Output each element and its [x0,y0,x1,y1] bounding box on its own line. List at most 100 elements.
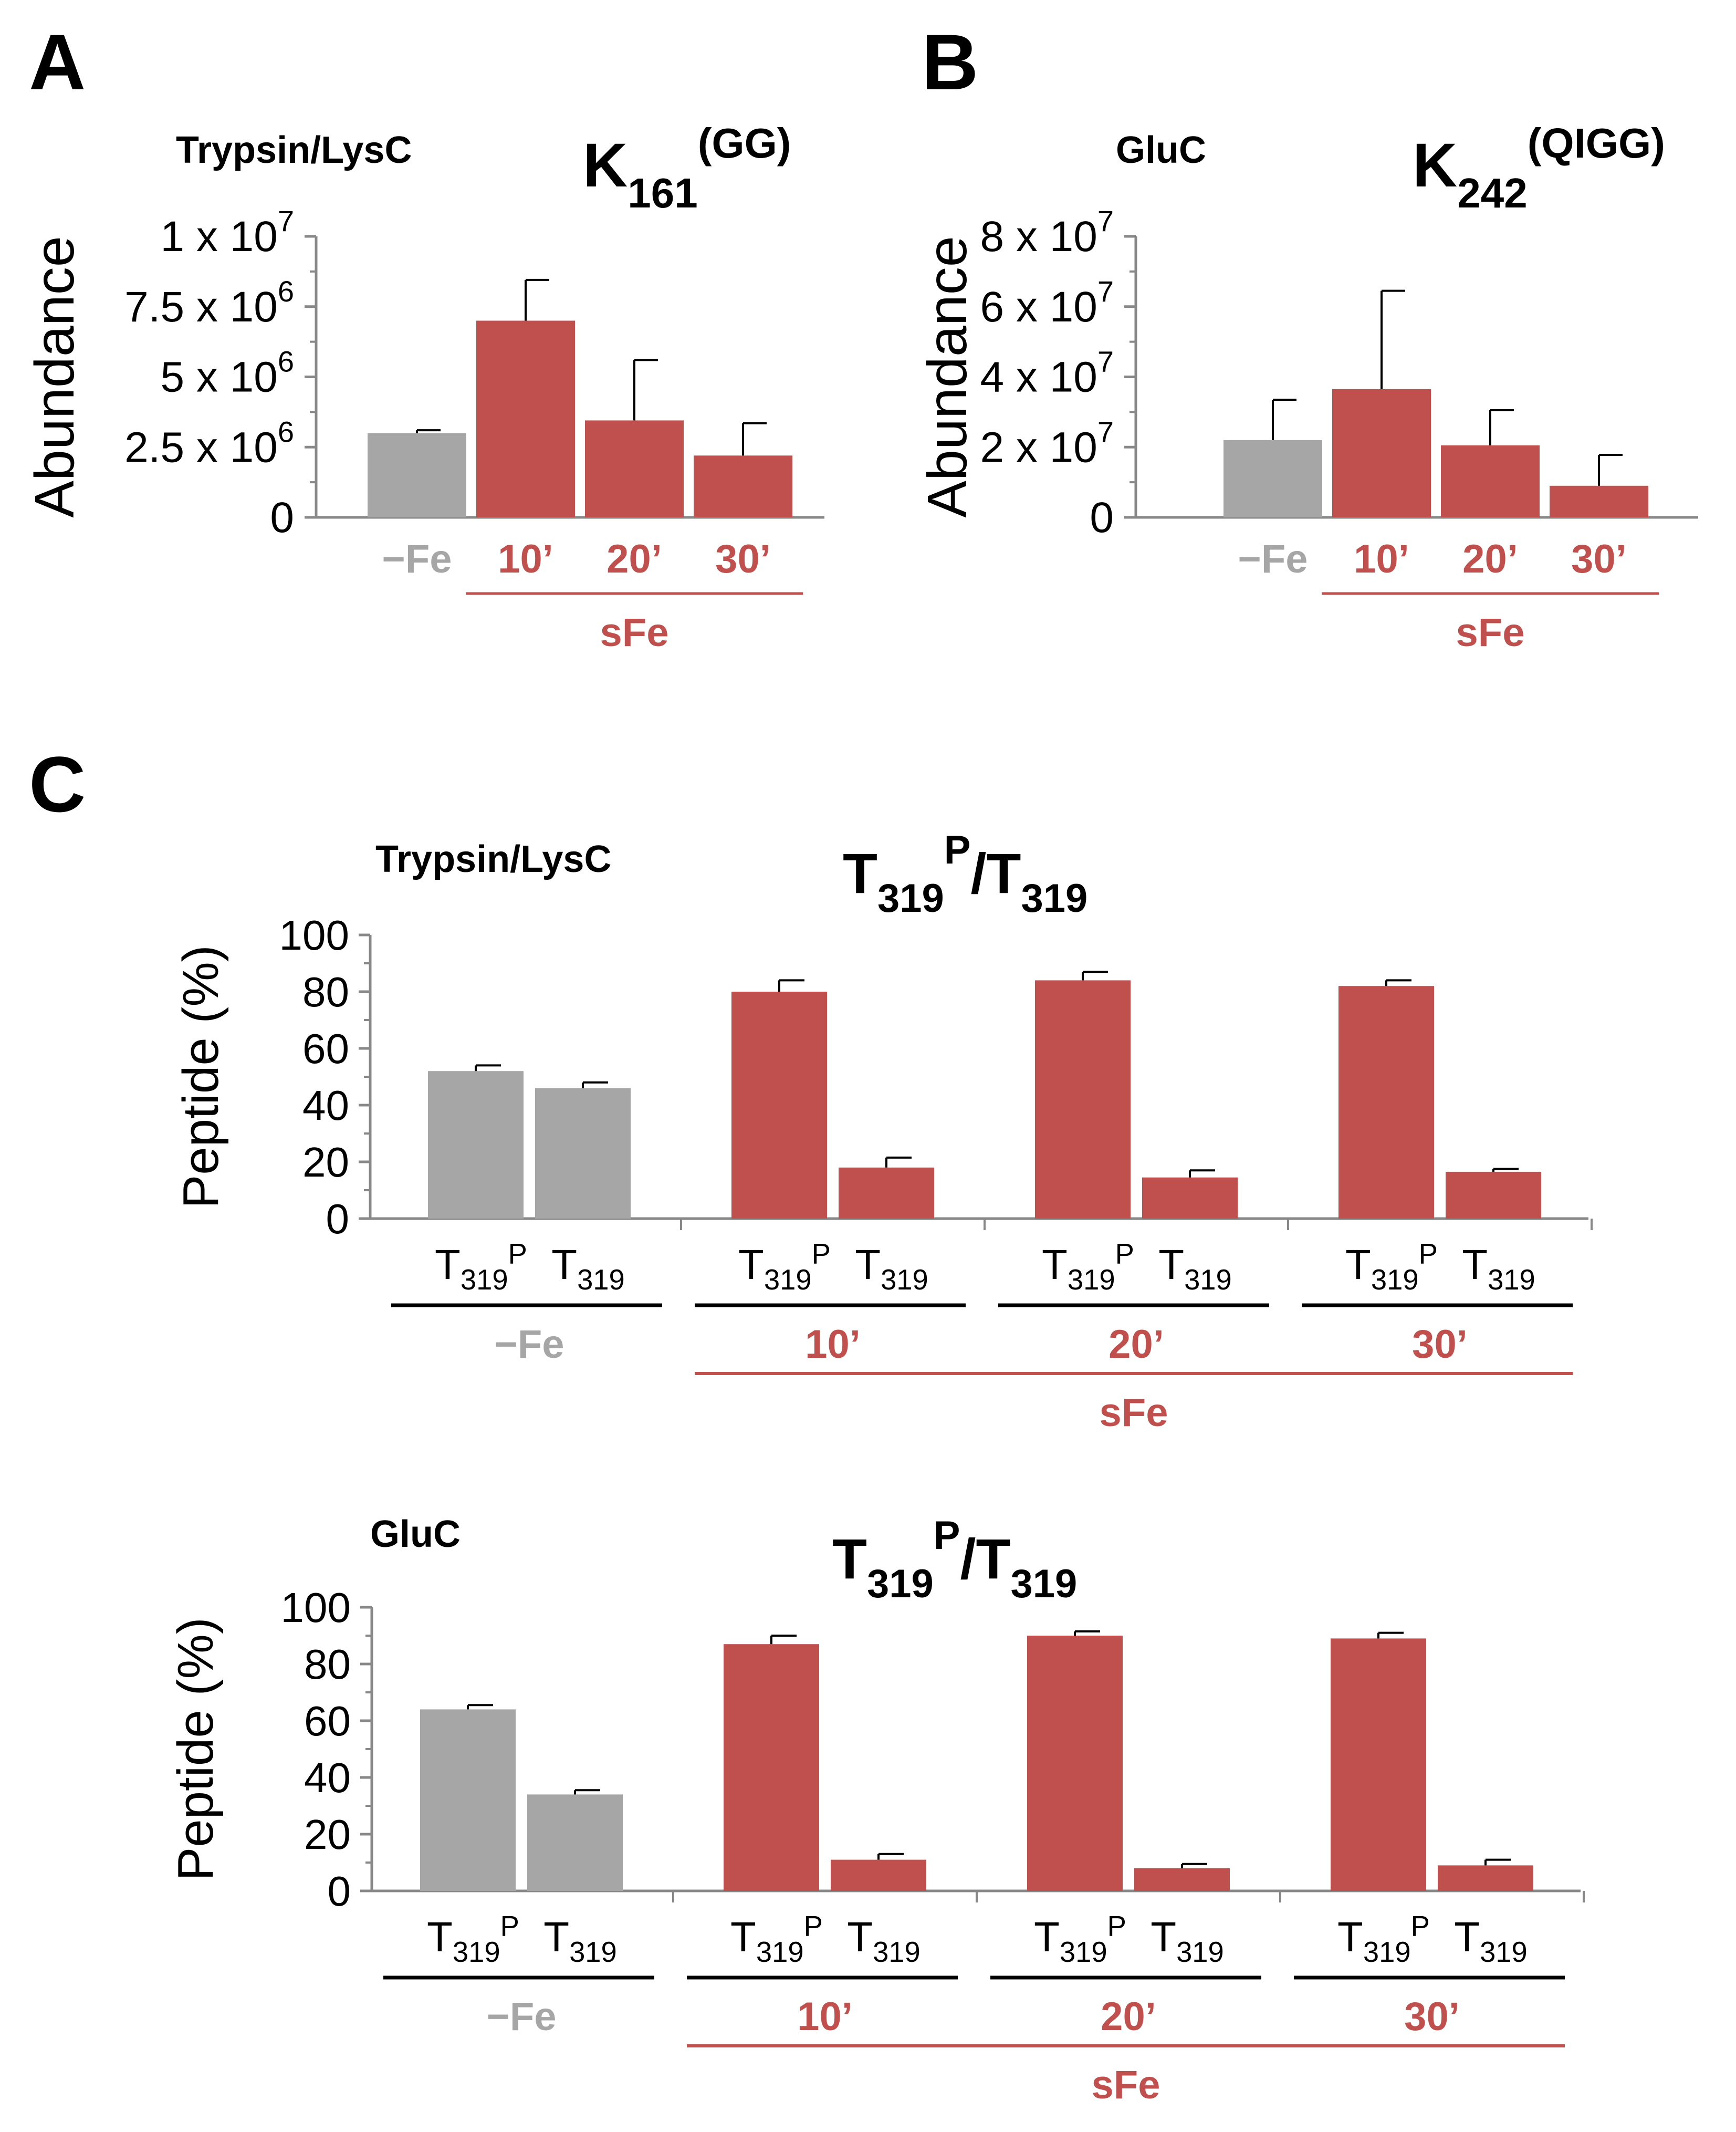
x-label-t319-0-sub: 319 [569,1936,617,1968]
chart-title-sup: (GG) [698,120,791,167]
x-label-t319p-3-t: T [1345,1241,1371,1288]
x-label-t319p-0: T319P [435,1237,527,1296]
y-tick-base: 2.5 x 10 [124,423,278,471]
chart-title-sub: 319 [877,876,944,921]
bar-t319p-3 [1331,1638,1426,1891]
x-label-t319p-2: T319P [1034,1910,1126,1968]
x-label-t319p-3-sub: 319 [1371,1264,1419,1296]
bar-1 [476,320,575,517]
y-tick-exp: 7 [1097,275,1114,308]
x-label-t319-2-sub: 319 [1184,1264,1232,1296]
bar-1 [1332,389,1431,517]
x-label-t319-3-t: T [1462,1241,1488,1288]
x-label-t319p-1: T319P [730,1910,823,1968]
condition-label-3: 30’ [1412,1322,1468,1367]
sfe-group-label: sFe [1100,1390,1168,1435]
enzyme-label: Trypsin/LysC [375,838,611,880]
x-label-t319p-2-sup: P [1115,1237,1134,1270]
x-label-t319p-0-sub: 319 [453,1936,500,1968]
bar-t319-1 [839,1167,934,1219]
bar-t319-2 [1142,1177,1238,1219]
y-tick-label: 40 [302,1082,349,1129]
x-label-t319-1-sub: 319 [873,1936,921,1968]
x-label-t319-0-sub: 319 [577,1264,625,1296]
y-tick-label: 8 x 107 [980,204,1114,261]
y-tick-exp: 7 [1097,345,1114,378]
chart-title-sup: P [934,1513,960,1558]
chart-title: K161(GG) [583,120,791,216]
x-label-t319p-0-sub: 319 [461,1264,508,1296]
y-tick-base: 4 x 10 [980,353,1097,401]
y-tick-label: 20 [302,1139,349,1185]
x-label-t319p-2: T319P [1042,1237,1134,1296]
y-tick-label: 7.5 x 106 [124,275,294,331]
y-tick-label: 0 [270,494,294,542]
y-tick-label: 80 [302,969,349,1015]
y-tick-exp: 6 [278,415,294,448]
x-tick-label-2: 20’ [606,537,662,581]
x-label-t319-2: T319 [1151,1913,1224,1968]
bar-t319-0 [535,1088,631,1219]
x-label-t319p-1-t: T [738,1241,764,1288]
y-tick-label: 5 x 106 [160,345,294,401]
bar-2 [585,420,684,517]
y-tick-label: 2 x 107 [980,415,1114,471]
x-label-t319p-3-sup: P [1411,1910,1430,1942]
bar-t319p-0 [420,1709,516,1891]
y-tick-base: 0 [1090,494,1114,542]
condition-label-1: 10’ [797,1994,853,2039]
chart-title-sup: (QIGG) [1528,120,1665,167]
x-label-t319-3: T319 [1462,1241,1535,1296]
bar-t319-3 [1438,1865,1533,1891]
bar-0 [1223,440,1322,517]
y-tick-exp: 6 [278,345,294,378]
x-label-t319-3-sub: 319 [1480,1936,1528,1968]
x-label-t319p-0-t: T [427,1913,453,1960]
chart-title-main: K [583,131,628,200]
y-tick-base: 1 x 10 [160,213,277,261]
chart-title-main: K [1413,131,1457,200]
y-tick-label: 80 [304,1641,351,1688]
y-tick-label: 60 [302,1025,349,1072]
y-tick-base: 6 x 10 [980,283,1097,331]
y-axis-label: Peptide (%) [173,945,229,1209]
bar-0 [368,433,466,517]
y-tick-label: 4 x 107 [980,345,1114,401]
x-label-t319p-0-sup: P [508,1237,527,1270]
chart-title-sub: 319 [867,1562,934,1606]
bar-t319p-3 [1338,986,1434,1219]
x-label-t319-1: T319 [855,1241,928,1296]
sfe-group-label: sFe [1456,610,1525,655]
y-tick-label: 0 [1090,494,1114,542]
y-tick-exp: 7 [278,204,294,237]
y-tick-base: 7.5 x 10 [124,283,278,331]
condition-label-3: 30’ [1404,1994,1460,2039]
x-tick-label-3: 30’ [715,537,771,581]
y-tick-base: 2 x 10 [980,423,1097,471]
x-label-t319p-2-t: T [1034,1913,1060,1960]
x-label-t319p-1-sup: P [812,1237,831,1270]
x-label-t319p-0: T319P [427,1910,519,1968]
x-label-t319p-1: T319P [738,1237,831,1296]
y-axis-label: Peptide (%) [168,1617,224,1881]
x-label-t319p-1-sub: 319 [756,1936,804,1968]
x-label-t319p-3: T319P [1345,1237,1438,1296]
y-axis-label: Abundance [916,236,978,517]
x-label-t319-0: T319 [551,1241,625,1296]
x-label-t319p-3-t: T [1337,1913,1363,1960]
bar-3 [694,455,792,517]
sfe-group-label: sFe [600,610,669,655]
bar-t319-2 [1134,1868,1230,1891]
condition-label-0: −Fe [486,1994,556,2039]
x-tick-label-0: −Fe [382,537,452,581]
enzyme-label: GluC [370,1513,461,1555]
y-tick-exp: 7 [1097,204,1114,237]
x-label-t319-3: T319 [1454,1913,1528,1968]
y-tick-label: 40 [304,1754,351,1801]
x-label-t319-1-t: T [847,1913,873,1960]
panel-letter-a: A [29,18,86,106]
bar-2 [1441,445,1540,517]
bar-t319-0 [527,1794,623,1891]
